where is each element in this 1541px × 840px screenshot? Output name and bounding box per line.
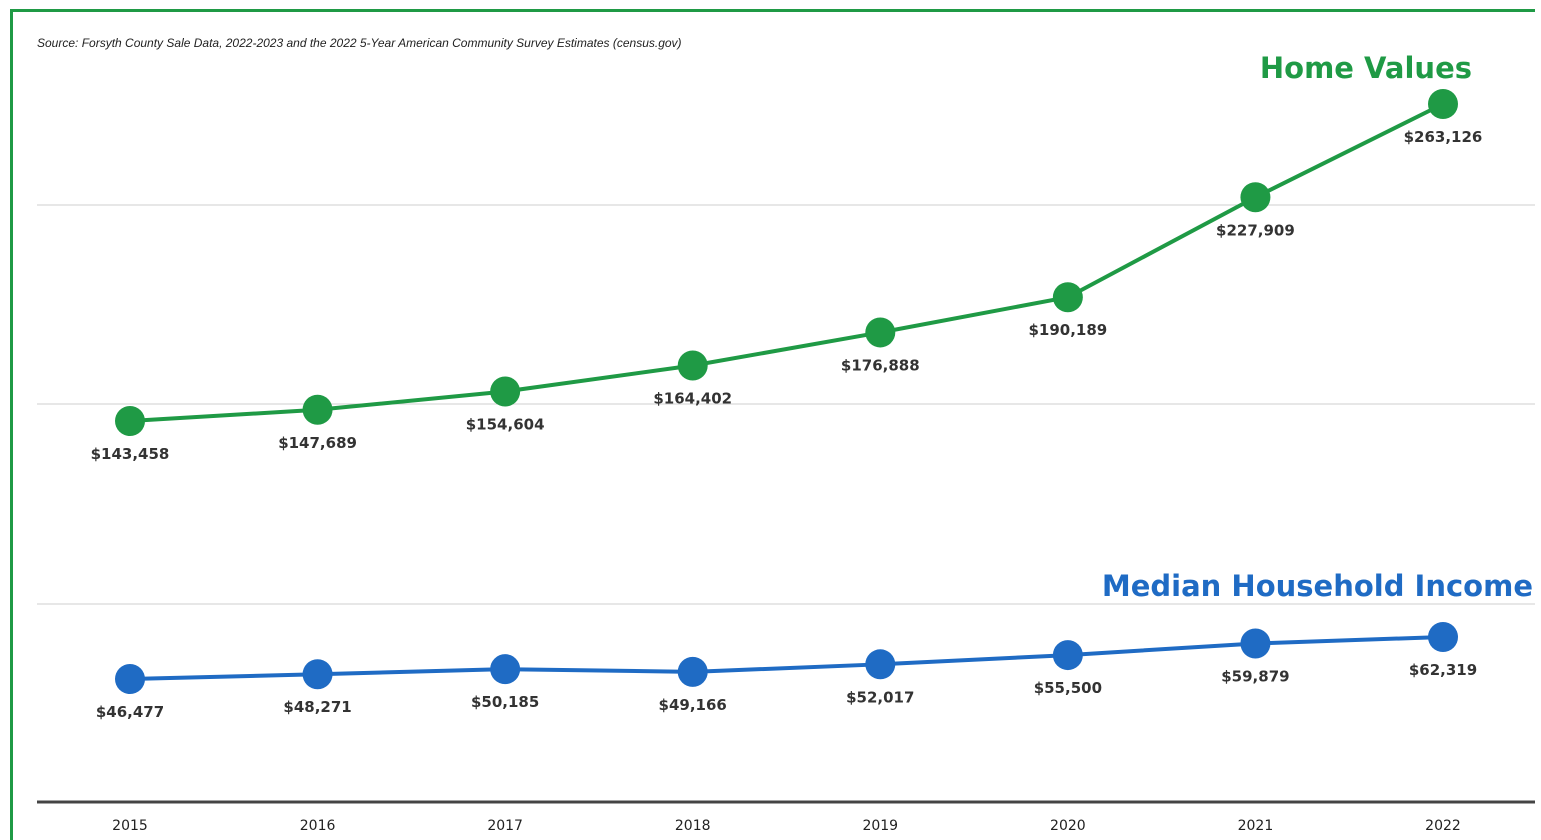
x-tick-label: 2020: [1050, 818, 1086, 834]
data-point: [302, 659, 333, 690]
data-point: [865, 649, 896, 680]
data-label: $147,689: [278, 434, 357, 452]
x-tick-label: 2018: [675, 818, 711, 834]
data-label: $62,319: [1409, 661, 1477, 679]
x-tick-label: 2021: [1238, 818, 1274, 834]
source-note: Source: Forsyth County Sale Data, 2022-2…: [37, 36, 682, 50]
data-point: [115, 664, 145, 694]
data-point: [1052, 640, 1083, 671]
data-label: $46,477: [96, 703, 164, 721]
data-label: $49,166: [659, 696, 727, 714]
data-label: $227,909: [1216, 221, 1295, 239]
x-tick-label: 2022: [1425, 818, 1461, 834]
data-point: [490, 654, 521, 685]
x-tick-label: 2019: [862, 818, 898, 834]
data-label: $52,017: [846, 688, 914, 706]
data-label: $59,879: [1221, 667, 1289, 685]
data-label: $143,458: [91, 445, 170, 463]
data-point: [1428, 622, 1458, 652]
data-label: $164,402: [653, 390, 732, 408]
data-point: [865, 317, 896, 348]
x-tick-label: 2016: [300, 818, 336, 834]
data-label: $50,185: [471, 693, 539, 711]
series-line-1: [129, 635, 1444, 681]
x-tick-label: 2017: [487, 818, 523, 834]
x-tick-label: 2015: [112, 818, 148, 834]
data-point: [490, 376, 521, 407]
data-label: $48,271: [283, 698, 351, 716]
data-point: [1052, 282, 1083, 313]
data-point: [1240, 182, 1271, 213]
data-label: $176,888: [841, 356, 920, 374]
series-title: Median Household Income: [1102, 569, 1533, 603]
data-point: [677, 656, 708, 687]
data-point: [1240, 628, 1271, 659]
series-title: Home Values: [1260, 51, 1472, 85]
data-label: $190,189: [1028, 321, 1107, 339]
data-point: [115, 406, 145, 436]
data-point: [302, 394, 333, 425]
data-point: [677, 350, 708, 381]
data-label: $55,500: [1034, 679, 1102, 697]
data-label: $263,126: [1404, 128, 1483, 146]
series-line-0: [129, 102, 1444, 423]
data-label: $154,604: [466, 415, 545, 433]
chart-frame: [10, 9, 1535, 840]
data-point: [1428, 89, 1458, 119]
